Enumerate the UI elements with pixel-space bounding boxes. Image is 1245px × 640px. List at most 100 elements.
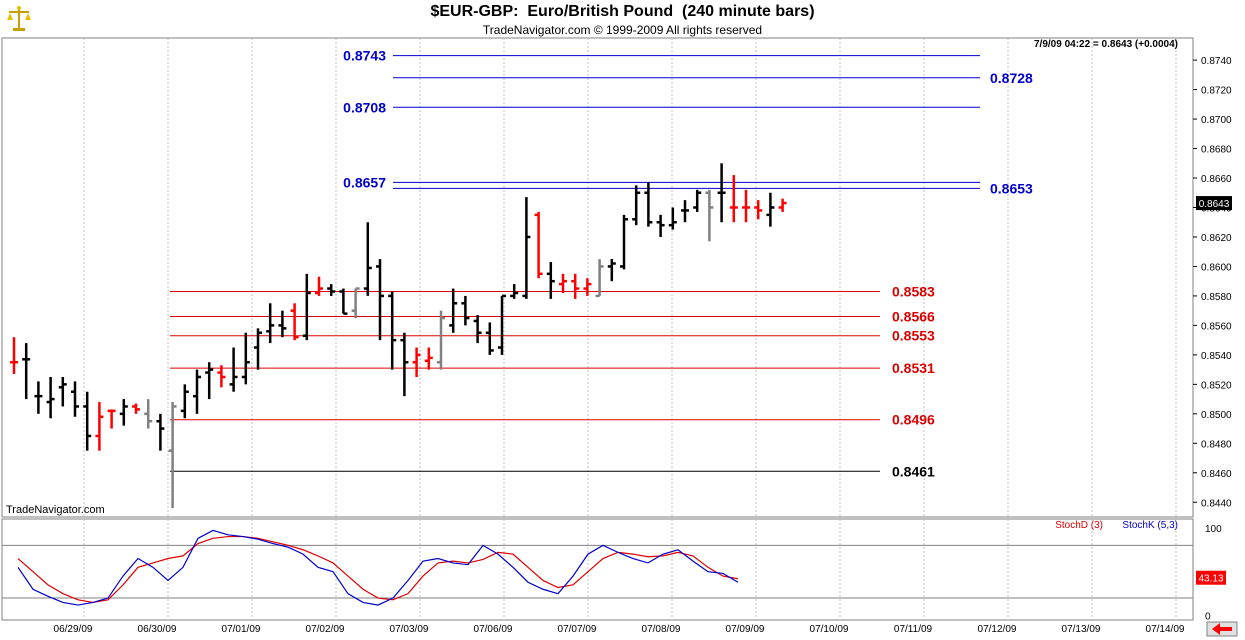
level-label-0.8708: 0.8708	[343, 99, 386, 115]
ohlc-bar	[205, 362, 214, 400]
level-label-0.8657: 0.8657	[343, 174, 386, 190]
ohlc-bar	[778, 198, 787, 212]
legend-stoch-d: StochD (3)	[1055, 520, 1103, 531]
price-badge-text: 0.8643	[1199, 199, 1230, 210]
ohlc-bar	[546, 262, 555, 299]
ohlc-bar	[351, 287, 360, 319]
scales-logo-icon	[4, 4, 34, 34]
ohlc-bar	[339, 288, 348, 315]
ohlc-bar	[34, 381, 43, 414]
y-tick-label: 0.8440	[1201, 498, 1232, 509]
ohlc-bar	[534, 211, 543, 279]
ohlc-bar	[168, 402, 177, 509]
ohlc-bar	[193, 369, 201, 414]
ohlc-bar	[607, 259, 616, 282]
x-tick-label: 07/12/09	[978, 624, 1017, 635]
ohlc-bar	[717, 163, 726, 223]
x-tick-label: 07/02/09	[306, 624, 345, 635]
price-panel-frame	[1, 37, 1194, 518]
ohlc-bar	[10, 337, 18, 375]
ohlc-bar	[315, 276, 323, 296]
ohlc-bar	[656, 214, 665, 237]
ohlc-bar	[400, 332, 409, 397]
y-tick-label: 0.8740	[1201, 56, 1232, 67]
ohlc-bar	[229, 347, 238, 392]
chart-title: $EUR-GBP: Euro/British Pound (240 minute…	[430, 3, 815, 20]
ohlc-bar	[620, 214, 628, 270]
ohlc-bar	[681, 200, 689, 223]
x-tick-label: 07/14/09	[1146, 624, 1185, 635]
copyright-text: TradeNavigator.com © 1999-2009 All right…	[482, 23, 763, 37]
legend-stoch-k: StochK (5,3)	[1122, 520, 1178, 531]
ohlc-bar	[180, 384, 189, 419]
ohlc-bar	[46, 376, 55, 419]
ohlc-bar	[559, 273, 567, 293]
y-tick-label: 0.8540	[1201, 351, 1232, 362]
x-tick-label: 06/30/09	[138, 624, 177, 635]
stoch-y-tick-label: 0	[1205, 612, 1211, 623]
ohlc-bar	[583, 278, 592, 296]
ohlc-bar	[302, 273, 311, 341]
level-label-0.8653: 0.8653	[990, 180, 1033, 196]
level-label-0.8583: 0.8583	[892, 284, 935, 300]
ohlc-bar	[58, 376, 67, 407]
price-badge-bg	[1196, 196, 1232, 211]
scroll-arrow-shape	[1212, 623, 1232, 635]
ohlc-bar	[132, 403, 140, 414]
ohlc-bar	[363, 222, 372, 296]
ohlc-bar	[668, 207, 677, 230]
ohlc-bar	[376, 259, 384, 341]
y-tick-label: 0.8600	[1201, 262, 1232, 273]
ohlc-bar	[693, 189, 702, 212]
x-tick-label: 07/01/09	[222, 624, 261, 635]
y-tick-label: 0.8620	[1201, 233, 1232, 244]
ohlc-bar	[278, 310, 287, 338]
y-tick-label: 0.8560	[1201, 321, 1232, 332]
y-tick-label: 0.8460	[1201, 469, 1232, 480]
ohlc-bar	[705, 189, 714, 242]
stoch-badge-bg	[1196, 570, 1226, 585]
level-label-0.8496: 0.8496	[892, 412, 935, 428]
scroll-left-arrow-icon[interactable]	[1206, 621, 1238, 637]
ohlc-bar	[254, 328, 262, 370]
ohlc-bar	[522, 197, 531, 299]
ohlc-bar	[644, 182, 653, 227]
y-tick-label: 0.8700	[1201, 115, 1232, 126]
level-label-0.8531: 0.8531	[892, 360, 935, 376]
x-tick-label: 06/29/09	[54, 624, 93, 635]
level-label-0.8728: 0.8728	[990, 70, 1033, 86]
y-tick-label: 0.8720	[1201, 86, 1232, 97]
ohlc-bar	[424, 347, 433, 370]
x-tick-label: 07/06/09	[474, 624, 513, 635]
watermark-text: TradeNavigator.com	[6, 504, 105, 516]
ohlc-bar	[437, 310, 445, 370]
ohlc-bar	[595, 259, 604, 298]
ohlc-bar	[217, 365, 226, 388]
y-tick-label: 0.8500	[1201, 410, 1232, 421]
ohlc-bar	[766, 192, 775, 227]
level-label-0.8553: 0.8553	[892, 328, 935, 344]
ohlc-bar	[156, 413, 165, 451]
level-label-0.8743: 0.8743	[343, 48, 386, 64]
x-tick-label: 07/03/09	[390, 624, 429, 635]
ohlc-bar	[95, 402, 104, 451]
y-tick-label: 0.8520	[1201, 380, 1232, 391]
y-tick-label: 0.8660	[1201, 174, 1232, 185]
last-quote-label: 7/9/09 04:22 = 0.8643 (+0.0004)	[1034, 39, 1178, 50]
level-label-0.8566: 0.8566	[892, 309, 935, 325]
ohlc-bar	[449, 288, 458, 333]
ohlc-bar	[266, 303, 275, 344]
y-tick-label: 0.8680	[1201, 145, 1232, 156]
ohlc-bar	[485, 322, 494, 355]
ohlc-bar	[461, 295, 470, 326]
ohlc-bar	[119, 399, 128, 426]
ohlc-bar	[632, 185, 641, 226]
ohlc-bar	[510, 284, 519, 299]
ohlc-bar	[241, 332, 250, 385]
ohlc-bar	[498, 294, 506, 355]
ohlc-bar	[107, 409, 116, 429]
chart-header: $EUR-GBP: Euro/British Pound (240 minute…	[0, 0, 1245, 38]
stoch-badge-text: 43.13	[1198, 574, 1223, 585]
stoch-line-k	[17, 529, 739, 606]
